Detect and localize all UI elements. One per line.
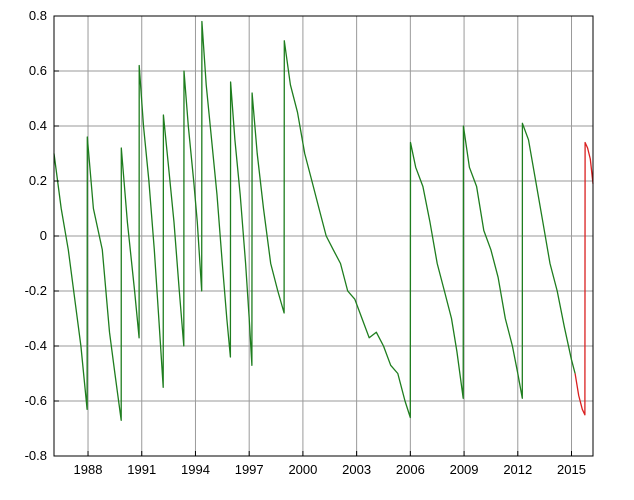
x-tick-label: 1994 [181, 462, 210, 477]
y-tick-label: 0.6 [29, 63, 47, 78]
y-tick-label: 0 [40, 228, 47, 243]
x-tick-label: 2015 [557, 462, 586, 477]
x-tick-label: 2000 [288, 462, 317, 477]
x-tick-label: 1991 [127, 462, 156, 477]
x-tick-label: 2009 [450, 462, 479, 477]
x-axis-ticks: 1988 1991 1994 1997 2000 2003 2006 2009 2012 2015 [74, 451, 586, 477]
y-axis-ticks: -0.8 -0.6 -0.4 -0.2 0 0.2 0.4 0.6 0.8 [25, 8, 59, 463]
x-tick-label: 1997 [235, 462, 264, 477]
y-tick-label: -0.2 [25, 283, 47, 298]
y-tick-label: 0.8 [29, 8, 47, 23]
x-tick-label: 2012 [503, 462, 532, 477]
x-tick-label: 2003 [342, 462, 371, 477]
series-group [53, 20, 594, 421]
y-tick-label: 0.2 [29, 173, 47, 188]
x-tick-label: 1988 [74, 462, 103, 477]
series-line-2 [574, 141, 594, 416]
x-tick-label: 2006 [396, 462, 425, 477]
series-line-1 [53, 20, 576, 421]
y-tick-label: 0.4 [29, 118, 47, 133]
y-tick-label: -0.6 [25, 393, 47, 408]
y-tick-label: -0.8 [25, 448, 47, 463]
y-tick-label: -0.4 [25, 338, 47, 353]
credit-text: © Tomia/Petr Kadlec [4, 486, 95, 497]
